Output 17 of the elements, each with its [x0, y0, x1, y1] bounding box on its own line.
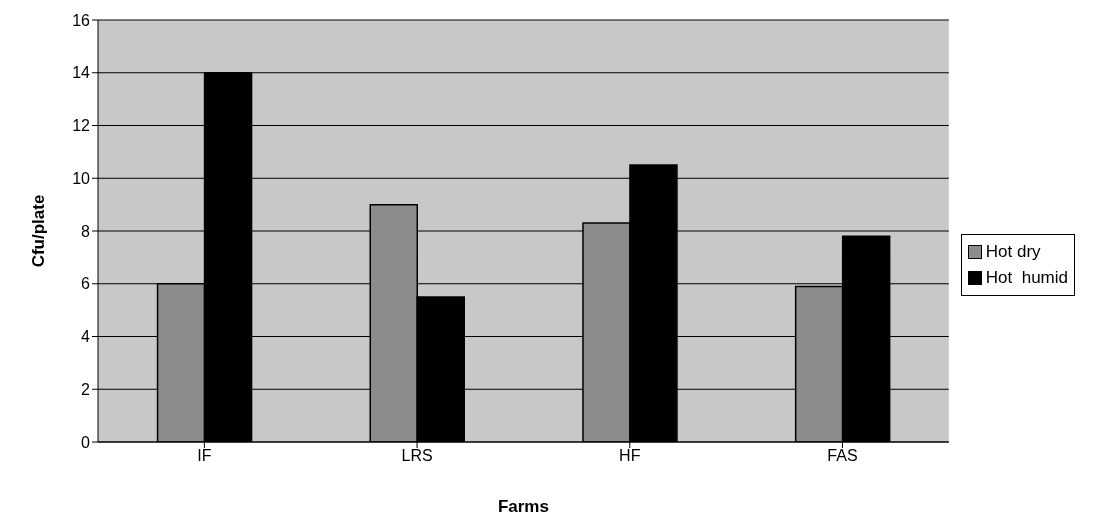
x-tick-label: FAS: [827, 447, 858, 465]
x-tick-label: LRS: [401, 447, 433, 465]
y-tick-label: 2: [81, 380, 91, 398]
y-tick-label: 16: [72, 11, 91, 29]
y-tick-label: 6: [81, 275, 91, 293]
x-tick-label: IF: [197, 447, 212, 465]
y-tick-label: 10: [72, 169, 91, 187]
y-tick-label: 4: [81, 328, 91, 346]
legend-label: Hot dry: [985, 241, 1041, 263]
x-axis-title: Farms: [497, 497, 549, 516]
x-tick-label: HF: [619, 447, 641, 465]
y-tick-label: 14: [72, 64, 91, 82]
y-axis-title: Cfu/plate: [29, 194, 49, 268]
legend-label: Hot humid: [985, 267, 1068, 289]
y-tick-label: 0: [81, 433, 91, 451]
y-tick-label: 8: [81, 222, 91, 240]
y-tick-label: 12: [72, 117, 91, 135]
